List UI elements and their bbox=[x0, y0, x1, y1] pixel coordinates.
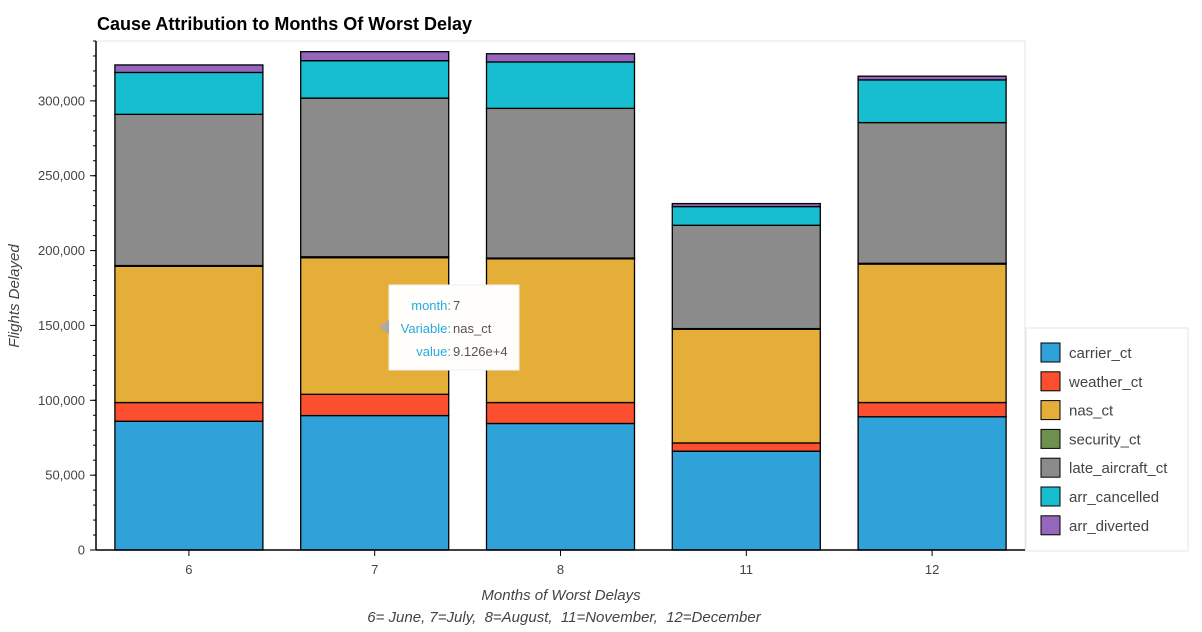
bar-weather-ct-11[interactable] bbox=[671, 442, 821, 452]
bar-arr-cancelled-8[interactable] bbox=[485, 61, 636, 110]
bar-arr-diverted-6[interactable] bbox=[114, 64, 264, 74]
x-axis-label: Months of Worst Delays bbox=[481, 587, 641, 604]
bar-arr-cancelled-6[interactable] bbox=[114, 71, 264, 116]
bar-late-aircraft-ct-6[interactable] bbox=[114, 113, 264, 267]
tooltip-value: 9.126e+4 bbox=[453, 344, 508, 359]
tooltip-value: 7 bbox=[453, 298, 460, 313]
y-tick-label: 250,000 bbox=[38, 168, 85, 183]
legend-label-nas-ct[interactable]: nas_ct bbox=[1069, 403, 1114, 420]
bar-weather-ct-6[interactable] bbox=[114, 401, 264, 422]
legend-swatch-weather-ct bbox=[1040, 371, 1061, 392]
bar-carrier-ct-7[interactable] bbox=[300, 414, 450, 551]
x-tick-label: 12 bbox=[925, 562, 939, 577]
bar-arr-cancelled-11[interactable] bbox=[671, 205, 821, 226]
bar-nas-ct-6[interactable] bbox=[114, 265, 264, 404]
legend-swatch-arr-diverted bbox=[1040, 515, 1061, 536]
y-tick-label: 50,000 bbox=[45, 468, 85, 483]
bar-weather-ct-8[interactable] bbox=[485, 401, 636, 425]
bar-carrier-ct-6[interactable] bbox=[114, 420, 264, 551]
bar-arr-diverted-7[interactable] bbox=[300, 51, 450, 62]
bar-nas-ct-12[interactable] bbox=[857, 263, 1007, 404]
tooltip-value: nas_ct bbox=[453, 321, 492, 336]
x-tick-label: 6 bbox=[185, 562, 192, 577]
axes-layer: 0 50,000 100,000 150,000 200,000 250,000 300,0… bbox=[38, 40, 1025, 577]
y-tick-label: 300,000 bbox=[38, 93, 85, 108]
bar-weather-ct-7[interactable] bbox=[300, 393, 450, 417]
tooltip-key: Variable: bbox=[401, 321, 451, 336]
x-tick-label: 11 bbox=[740, 562, 754, 577]
legend-swatch-late-aircraft-ct bbox=[1040, 457, 1061, 478]
legend-items: carrier_ct weather_ct nas_ct security_ctlat… bbox=[1040, 342, 1168, 536]
bar-arr-diverted-11[interactable] bbox=[671, 202, 821, 208]
y-tick-label: 100,000 bbox=[38, 393, 85, 408]
bar-arr-cancelled-7[interactable] bbox=[300, 60, 450, 99]
bar-carrier-ct-12[interactable] bbox=[857, 416, 1007, 551]
x-tick-label: 7 bbox=[371, 562, 378, 577]
legend-label-late-aircraft-ct[interactable]: late_aircraft_ct bbox=[1069, 460, 1168, 477]
legend-label-security-ct[interactable]: security_ct bbox=[1069, 431, 1142, 448]
bar-arr-diverted-12[interactable] bbox=[857, 75, 1007, 81]
bar-arr-diverted-8[interactable] bbox=[485, 53, 636, 63]
legend: carrier_ct weather_ct nas_ct security_ctlat… bbox=[1025, 327, 1189, 552]
bar-late-aircraft-ct-8[interactable] bbox=[485, 107, 636, 259]
bar-arr-cancelled-12[interactable] bbox=[857, 79, 1007, 124]
tooltip-key: month: bbox=[411, 298, 451, 313]
bar-carrier-ct-11[interactable] bbox=[671, 450, 821, 551]
chart-title: Cause Attribution to Months Of Worst Del… bbox=[97, 14, 472, 34]
y-tick-label: 0 bbox=[78, 543, 85, 558]
legend-label-arr-diverted[interactable]: arr_diverted bbox=[1069, 518, 1149, 535]
legend-swatch-nas-ct bbox=[1040, 400, 1061, 421]
legend-swatch-security-ct bbox=[1040, 428, 1061, 449]
bar-late-aircraft-ct-7[interactable] bbox=[300, 97, 450, 258]
y-tick-label: 150,000 bbox=[38, 318, 85, 333]
tooltip-box bbox=[388, 284, 520, 371]
legend-label-carrier-ct[interactable]: carrier_ct bbox=[1069, 345, 1132, 362]
x-tick-label: 8 bbox=[557, 562, 564, 577]
bar-late-aircraft-ct-11[interactable] bbox=[671, 224, 821, 330]
legend-label-arr-cancelled[interactable]: arr_cancelled bbox=[1069, 489, 1159, 506]
bar-weather-ct-12[interactable] bbox=[857, 401, 1007, 418]
legend-label-weather-ct[interactable]: weather_ct bbox=[1068, 374, 1143, 391]
legend-swatch-carrier-ct bbox=[1040, 342, 1061, 363]
bars-layer bbox=[114, 51, 1007, 551]
y-axis-label: Flights Delayed bbox=[6, 244, 23, 348]
legend-swatch-arr-cancelled bbox=[1040, 486, 1061, 507]
tooltip-pointer-icon bbox=[379, 320, 389, 334]
bar-carrier-ct-8[interactable] bbox=[485, 422, 636, 551]
bar-late-aircraft-ct-12[interactable] bbox=[857, 121, 1007, 264]
x-axis-note: 6= June, 7=July, 8=August, 11=November, … bbox=[367, 609, 761, 626]
y-tick-label: 200,000 bbox=[38, 243, 85, 258]
bar-nas-ct-11[interactable] bbox=[671, 328, 821, 444]
tooltip-key: value: bbox=[416, 344, 451, 359]
